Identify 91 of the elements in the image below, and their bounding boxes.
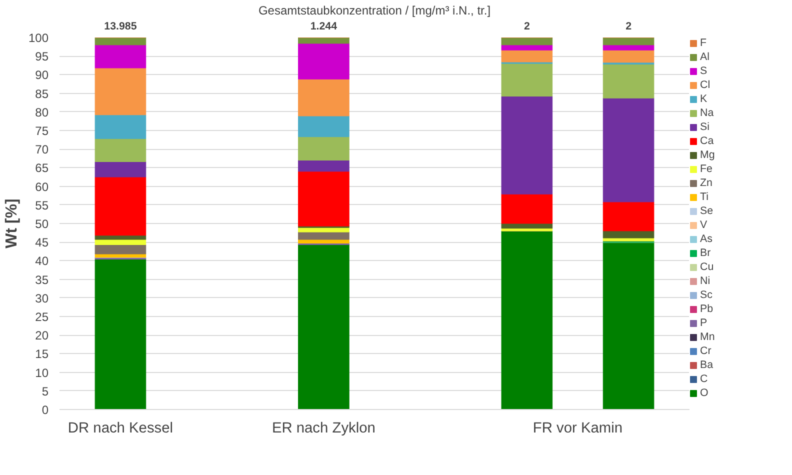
legend-label: C [700,373,709,385]
x-tick-label: DR nach Kessel [68,420,174,436]
bar [94,258,146,410]
text: FR vor Kamin [532,420,623,436]
y-tick-label: 15 [35,347,49,362]
y-tick-label: 95 [35,50,49,64]
bar [94,235,146,240]
bar [501,96,553,194]
bar [94,176,146,236]
legend-label: Ni [700,275,712,287]
bar [94,38,146,46]
text: 1.244 [310,20,338,32]
bar [94,162,146,178]
bar [501,38,553,46]
bar [94,44,146,68]
legend-label: O [700,387,710,399]
legend-label: Cl [700,79,712,91]
y-tick-label: 75 [35,124,49,138]
legend-label: Pb [700,303,714,315]
legend-label: Zn [700,177,714,189]
legend-label: Ba [700,359,714,371]
bar [298,244,350,410]
bar [298,227,350,232]
bar [94,244,146,254]
legend-label: As [700,233,714,245]
y-tick-label: 100 [28,31,49,45]
legend-label: Se [700,205,714,217]
text: 2 [524,20,530,32]
legend-label: Al [700,51,710,63]
legend-label: Cr [700,345,712,357]
legend-label: Na [700,107,715,119]
bar [94,68,146,116]
legend-label: Cu [700,261,715,273]
legend-label: Fe [700,163,714,175]
bar [602,98,654,202]
chart-title: Gesamtstaubkonzentration / [mg/m³ i.N., tr.] [258,4,491,18]
bar [602,50,654,63]
bar [602,202,654,232]
x-tick-label: ER nach Zyklon [272,420,376,436]
bar [298,232,350,240]
y-tick-label: 45 [35,236,49,250]
legend-label: Sc [700,289,714,301]
y-tick-label: 85 [35,86,49,101]
y-tick-label: 80 [35,105,49,120]
bar [94,138,146,162]
legend-label: Br [700,247,712,259]
legend-label: Ca [700,135,715,147]
bar [298,43,350,80]
legend-label: K [700,93,708,105]
bar [298,136,350,161]
legend-label: Mg [700,149,716,161]
bar [298,38,350,44]
y-tick-label: 40 [35,254,49,268]
bar [602,238,654,242]
bar [501,63,553,97]
legend-label: Mn [700,331,716,343]
legend-label: Ti [700,191,710,203]
y-tick-label: 10 [35,366,49,380]
legend-label: S [700,65,708,77]
bar [298,78,350,116]
bar [501,230,553,410]
y-tick-label: 50 [35,217,49,231]
bar [501,228,553,232]
y-tick-label: 25 [35,310,49,324]
bar [501,194,553,224]
bar [602,242,654,410]
bar [298,171,350,226]
y-tick-label: 5 [42,384,49,398]
y-tick-label: 70 [35,142,49,157]
y-tick-label: 65 [35,161,49,176]
text: 13.985 [104,20,137,32]
bar [602,230,654,238]
bar [298,160,350,172]
y-tick-label: 0 [42,403,49,417]
y-tick-label: 20 [35,328,49,343]
y-tick-label: 35 [35,272,49,287]
bar [602,64,654,98]
bar [94,114,146,139]
text: 2 [626,20,632,32]
legend-label: F [700,37,708,49]
y-tick-label: 30 [35,291,49,306]
legend-label: Si [700,121,710,133]
y-tick-label: 90 [35,68,49,82]
legend-label: V [700,219,708,231]
bar [501,50,553,62]
bar [298,116,350,138]
y-tick-label: 55 [35,198,49,212]
bar [602,38,654,46]
legend-label: P [700,317,708,329]
y-axis-title: Wt [%] [3,198,20,248]
y-tick-label: 60 [35,180,49,194]
